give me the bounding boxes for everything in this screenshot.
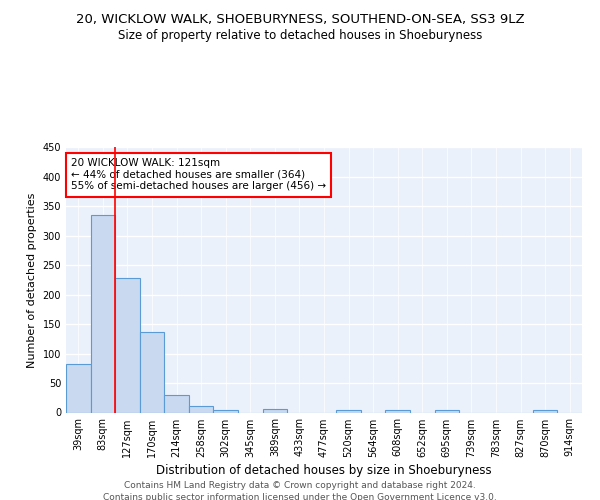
Text: 20, WICKLOW WALK, SHOEBURYNESS, SOUTHEND-ON-SEA, SS3 9LZ: 20, WICKLOW WALK, SHOEBURYNESS, SOUTHEND… [76, 12, 524, 26]
Bar [66, 364, 91, 412]
Bar [336, 410, 361, 412]
Text: Contains public sector information licensed under the Open Government Licence v3: Contains public sector information licen… [103, 492, 497, 500]
Bar [263, 409, 287, 412]
Bar [164, 396, 189, 412]
X-axis label: Distribution of detached houses by size in Shoeburyness: Distribution of detached houses by size … [156, 464, 492, 476]
Y-axis label: Number of detached properties: Number of detached properties [27, 192, 37, 368]
Bar [189, 406, 214, 412]
Bar [115, 278, 140, 412]
Bar [214, 410, 238, 412]
Bar [434, 410, 459, 412]
Text: Size of property relative to detached houses in Shoeburyness: Size of property relative to detached ho… [118, 29, 482, 42]
Bar [533, 410, 557, 412]
Text: Contains HM Land Registry data © Crown copyright and database right 2024.: Contains HM Land Registry data © Crown c… [124, 481, 476, 490]
Bar [140, 332, 164, 412]
Bar [385, 410, 410, 412]
Bar [91, 215, 115, 412]
Text: 20 WICKLOW WALK: 121sqm
← 44% of detached houses are smaller (364)
55% of semi-d: 20 WICKLOW WALK: 121sqm ← 44% of detache… [71, 158, 326, 192]
